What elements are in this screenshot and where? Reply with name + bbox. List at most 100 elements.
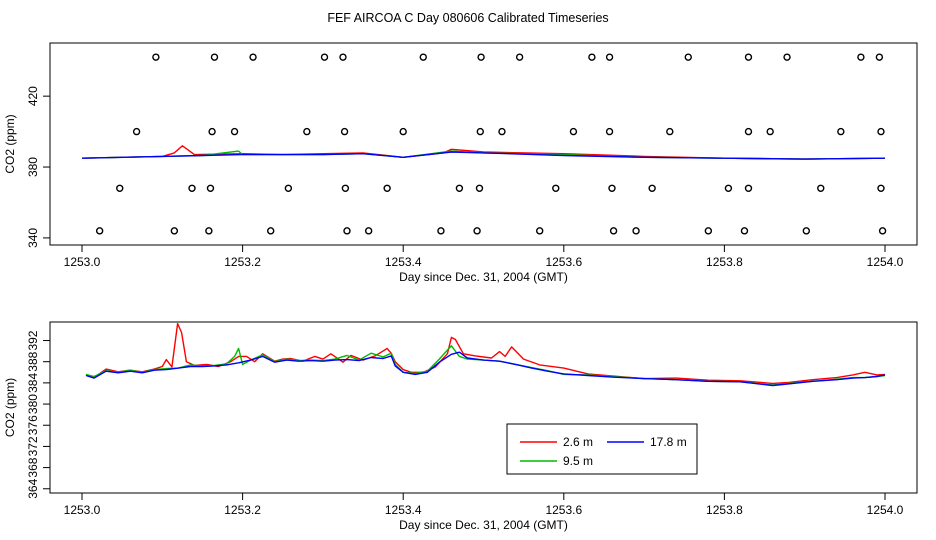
scatter-point <box>605 53 614 61</box>
scatter-point <box>152 53 160 61</box>
y-tick-label: 380 <box>26 157 40 177</box>
scatter-point <box>498 127 506 136</box>
scatter-point <box>284 184 293 192</box>
scatter-point <box>210 53 219 61</box>
y-tick-label: 380 <box>26 394 40 414</box>
scatter-point <box>249 53 257 61</box>
scatter-point <box>783 53 791 61</box>
x-tick-label: 1253.0 <box>64 255 101 269</box>
y-axis-label: CO2 (ppm) <box>3 114 17 173</box>
series-line <box>85 322 886 385</box>
scatter-point <box>170 227 179 235</box>
x-tick-label: 1254.0 <box>867 503 904 517</box>
x-tick-label: 1253.4 <box>385 255 422 269</box>
series-line <box>85 351 886 387</box>
scatter-point <box>802 227 811 235</box>
scatter-point <box>339 53 347 61</box>
series-line <box>81 145 886 160</box>
y-axis-label: CO2 (ppm) <box>3 378 17 437</box>
x-tick-label: 1253.4 <box>385 503 422 517</box>
scatter-point <box>744 53 753 61</box>
x-tick-label: 1253.8 <box>706 255 743 269</box>
y-tick-label: 376 <box>26 415 40 435</box>
plot-frame <box>49 42 918 246</box>
y-tick-label: 388 <box>26 351 40 371</box>
x-axis-label: Day since Dec. 31, 2004 (GMT) <box>399 518 568 532</box>
plot-area <box>85 322 886 387</box>
legend-label: 9.5 m <box>563 454 593 468</box>
scatter-point <box>766 127 774 136</box>
top-panel: 1253.0 1253.2 1253.4 1253.6 1253.8 1254.0 Day … <box>3 42 918 284</box>
x-tick-label: 1253.8 <box>706 503 743 517</box>
legend-box <box>506 423 698 475</box>
scatter-point <box>303 127 311 136</box>
scatter-point <box>206 184 215 192</box>
scatter-point <box>95 227 104 235</box>
scatter-point <box>267 227 275 235</box>
y-tick-label: 420 <box>26 86 40 106</box>
scatter-point <box>515 53 524 61</box>
scatter-point <box>132 127 141 136</box>
scatter-point <box>536 227 544 235</box>
scatter-point <box>605 127 614 136</box>
scatter-point <box>569 127 578 136</box>
scatter-point <box>608 184 616 192</box>
scatter-point <box>744 127 753 136</box>
scatter-point <box>419 53 427 61</box>
scatter-point <box>740 227 749 235</box>
legend: 2.6 m 9.5 m 17.8 m <box>506 423 698 475</box>
scatter-point <box>877 184 885 192</box>
scatter-point <box>744 184 753 192</box>
scatter-point <box>116 184 124 192</box>
scatter-point <box>875 53 884 61</box>
figure-title: FEF AIRCOA C Day 080606 Calibrated Times… <box>327 11 608 25</box>
scatter-point <box>837 127 845 136</box>
x-tick-label: 1253.2 <box>224 503 261 517</box>
legend-label: 17.8 m <box>650 435 687 449</box>
scatter-point <box>632 227 640 235</box>
scatter-point <box>475 184 484 192</box>
scatter-point <box>684 53 692 61</box>
scatter-point <box>588 53 596 61</box>
scatter-point <box>320 53 329 61</box>
scatter-point <box>473 227 481 235</box>
scatter-point <box>230 127 239 136</box>
scatter-point <box>724 184 733 192</box>
plot-area <box>81 53 887 235</box>
x-tick-label: 1253.6 <box>545 503 582 517</box>
scatter-point <box>552 184 560 192</box>
series-line <box>85 345 886 386</box>
scatter-point <box>188 184 196 192</box>
y-tick-label: 392 <box>26 330 40 350</box>
scatter-point <box>648 184 656 192</box>
y-tick-label: 384 <box>26 373 40 393</box>
y-tick-label: 340 <box>26 228 40 248</box>
x-axis-label: Day since Dec. 31, 2004 (GMT) <box>399 270 568 284</box>
scatter-point <box>857 53 865 61</box>
bottom-panel: 1253.0 1253.2 1253.4 1253.6 1253.8 1254.0 Day … <box>3 321 918 532</box>
scatter-point <box>343 227 351 235</box>
scatter-point <box>399 127 407 136</box>
y-tick-label: 372 <box>26 436 40 456</box>
scatter-point <box>666 127 674 136</box>
x-tick-label: 1254.0 <box>867 255 904 269</box>
scatter-point <box>364 227 373 235</box>
y-tick-label: 364 <box>26 478 40 498</box>
scatter-point <box>817 184 825 192</box>
scatter-point <box>477 53 485 61</box>
scatter-point <box>878 227 887 235</box>
scatter-point <box>383 184 391 192</box>
legend-label: 2.6 m <box>563 435 593 449</box>
scatter-point <box>205 227 213 235</box>
x-tick-label: 1253.2 <box>224 255 261 269</box>
scatter-point <box>476 127 484 136</box>
scatter-point <box>208 127 216 136</box>
x-tick-label: 1253.0 <box>64 503 101 517</box>
scatter-point <box>877 127 885 136</box>
scatter-point <box>455 184 464 192</box>
series-line <box>81 151 886 160</box>
scatter-point <box>609 227 618 235</box>
plot-frame <box>49 321 918 494</box>
scatter-point <box>340 127 349 136</box>
